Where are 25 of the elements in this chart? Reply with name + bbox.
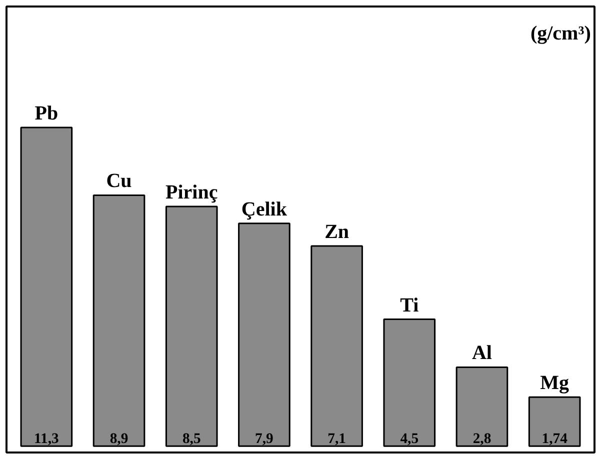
data-label: 7,9 bbox=[255, 431, 274, 448]
bar bbox=[165, 206, 218, 447]
x-tick-label: Mg bbox=[540, 372, 570, 394]
data-label: 7,1 bbox=[328, 431, 346, 448]
data-label: 4,5 bbox=[400, 431, 419, 448]
x-tick-label: Ti bbox=[400, 294, 420, 316]
bar bbox=[20, 126, 73, 447]
bar bbox=[310, 245, 363, 447]
x-tick-label: Cu bbox=[106, 170, 132, 192]
data-label: 1,74 bbox=[542, 431, 568, 448]
bar bbox=[238, 222, 290, 447]
data-label: 8,9 bbox=[110, 431, 128, 448]
x-tick-label: Çelik bbox=[241, 198, 288, 220]
text: (g/cm³) bbox=[530, 22, 591, 45]
bar bbox=[456, 366, 508, 447]
bar bbox=[528, 396, 581, 447]
bar bbox=[383, 318, 436, 447]
x-tick-label: Pb bbox=[34, 102, 58, 125]
x-tick-label: Pirinç bbox=[166, 181, 218, 204]
data-label: 2,8 bbox=[472, 431, 492, 448]
data-label: 8,5 bbox=[182, 431, 201, 448]
x-tick-label: Al bbox=[472, 342, 492, 364]
data-label: 11,3 bbox=[34, 431, 59, 448]
x-tick-label: Zn bbox=[324, 220, 350, 243]
bar bbox=[92, 194, 146, 447]
